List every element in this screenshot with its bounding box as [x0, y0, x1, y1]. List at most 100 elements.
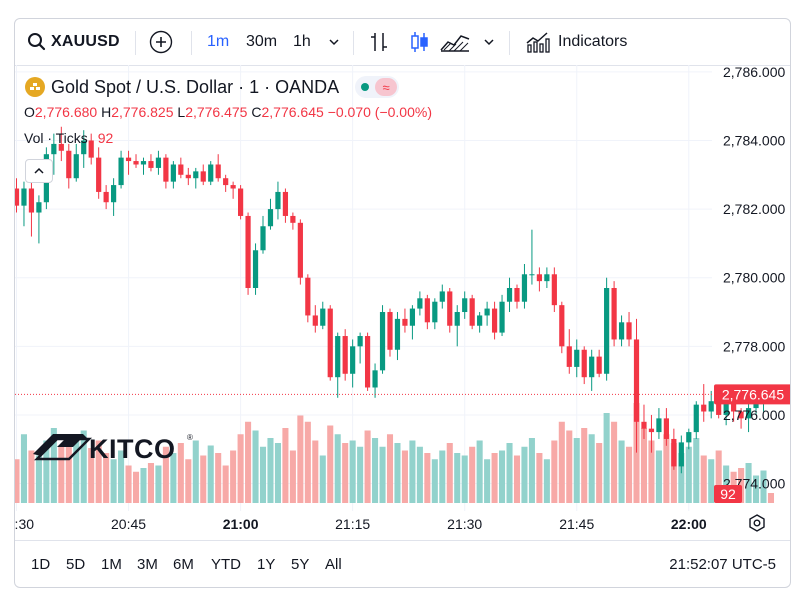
open-value: 2,776.680	[34, 104, 98, 120]
volume-bar	[693, 438, 700, 503]
candle-body	[335, 336, 341, 378]
candle-body	[350, 346, 356, 374]
interval-1h[interactable]: 1h	[293, 33, 311, 50]
volume-bar	[15, 459, 20, 503]
area-style-button[interactable]	[439, 19, 471, 65]
volume-bar	[760, 470, 767, 503]
last-volume-badge[interactable]	[714, 485, 742, 503]
y-tick-label: 2,786.000	[723, 65, 785, 80]
price-axis[interactable]: 2,786.000 2,784.000 2,782.000 2,780.000 2,77…	[714, 65, 791, 503]
candle-body	[15, 188, 20, 206]
volume-bar	[655, 450, 662, 503]
candle-body	[731, 397, 737, 412]
volume-bar	[424, 453, 431, 503]
collapse-legend-button[interactable]	[25, 159, 53, 183]
volume-bar	[461, 455, 468, 503]
price-chart[interactable]: KITCO ® 2,786.000 2,784.000 2,782.000 2,780.…	[15, 65, 791, 543]
range-6m[interactable]: 6M	[173, 555, 194, 573]
volume-bar	[319, 455, 326, 503]
volume-bar	[573, 438, 580, 503]
kitco-logo-mark	[33, 437, 93, 461]
volume-bar	[752, 475, 760, 503]
candle-body	[36, 202, 42, 213]
x-tick-label: 20:30	[15, 516, 34, 532]
candle-body	[738, 411, 744, 419]
volume-bar	[312, 440, 319, 503]
chart-type-dropdown-button[interactable]	[482, 19, 496, 65]
range-3m[interactable]: 3M	[137, 555, 158, 573]
volume-bar	[723, 465, 730, 503]
gear-outline	[749, 514, 765, 532]
candle-body	[686, 432, 692, 443]
candle-body	[596, 356, 602, 374]
interval-30m[interactable]: 30m	[246, 33, 278, 50]
range-1m[interactable]: 1M	[101, 555, 122, 573]
range-5d[interactable]: 5D	[66, 555, 86, 573]
candle-body	[73, 154, 79, 179]
candle-body	[111, 185, 117, 203]
candle-body	[320, 308, 326, 326]
settings-gear-icon[interactable]	[749, 514, 765, 532]
volume-bar	[551, 440, 558, 503]
market-open-dot	[361, 83, 370, 91]
candle-body	[118, 157, 124, 186]
volume-bar	[708, 459, 715, 503]
range-1y[interactable]: 1Y	[257, 555, 276, 573]
range-all[interactable]: All	[325, 555, 342, 573]
volume-bar	[611, 421, 618, 503]
timezone-clock[interactable]: 21:52:07 UTC-5	[669, 555, 776, 573]
volume-legend-row: Vol · Ticks 92	[24, 130, 113, 146]
volume-bar	[274, 443, 281, 503]
volume-bar	[259, 446, 267, 503]
range-ytd[interactable]: YTD	[211, 555, 241, 573]
last-price-label: 2,776.645	[722, 386, 784, 402]
candle-body	[387, 312, 393, 350]
x-tick-label: 21:45	[559, 516, 594, 532]
low-value: 2,776.475	[185, 104, 248, 120]
candle-body	[252, 250, 259, 288]
last-price-badge[interactable]	[714, 384, 791, 405]
volume-bar	[245, 421, 252, 503]
interval-dropdown-button[interactable]	[327, 19, 341, 65]
ohlc-row: O2,776.680 H2,776.825 L2,776.475 C2,776.…	[24, 104, 432, 120]
range-1d[interactable]: 1D	[31, 555, 51, 573]
volume-bar	[700, 455, 707, 503]
volume-bar	[185, 459, 192, 503]
volume-bar	[147, 463, 154, 503]
close-value: 2,776.645	[261, 104, 324, 120]
candle-body	[103, 191, 109, 203]
x-tick-label: 21:30	[447, 516, 482, 532]
volume-bar	[446, 443, 453, 503]
volume-bar	[543, 459, 550, 503]
volume-bar	[588, 434, 595, 503]
chevron-down-icon	[484, 39, 494, 46]
volume-bar	[50, 428, 57, 503]
volume-bar	[110, 459, 117, 503]
candles-icon	[411, 32, 428, 52]
volume-value: 92	[97, 130, 114, 146]
volume-bar	[200, 455, 207, 503]
candle-body	[230, 185, 236, 189]
top-toolbar: XAUUSD 1m 30m 1h	[15, 19, 790, 66]
volume-bar	[95, 440, 102, 503]
compare-symbol-button[interactable]	[149, 19, 173, 65]
time-axis[interactable]: 20:30 20:45 21:00 21:15 21:30 21:45 22:00	[15, 514, 765, 532]
wave-icon: ≈	[375, 78, 398, 96]
candle-body	[342, 336, 348, 374]
candles-style-button[interactable]	[407, 19, 431, 65]
candle-body	[491, 308, 498, 333]
bar-style-button[interactable]	[367, 19, 391, 65]
volume-bar	[28, 450, 35, 503]
search-icon	[28, 33, 46, 51]
indicators-button[interactable]: Indicators	[525, 19, 627, 65]
symbol-search-button[interactable]: XAUUSD	[27, 19, 120, 65]
candle-body	[417, 298, 423, 309]
candle-body	[506, 288, 513, 302]
volume-bar	[125, 465, 132, 503]
candle-body	[574, 349, 580, 367]
interval-1m[interactable]: 1m	[207, 33, 230, 50]
volume-bar	[745, 463, 752, 503]
market-status-pill[interactable]: ≈	[355, 76, 400, 98]
candle-body	[125, 157, 132, 162]
range-5y[interactable]: 5Y	[291, 555, 310, 573]
